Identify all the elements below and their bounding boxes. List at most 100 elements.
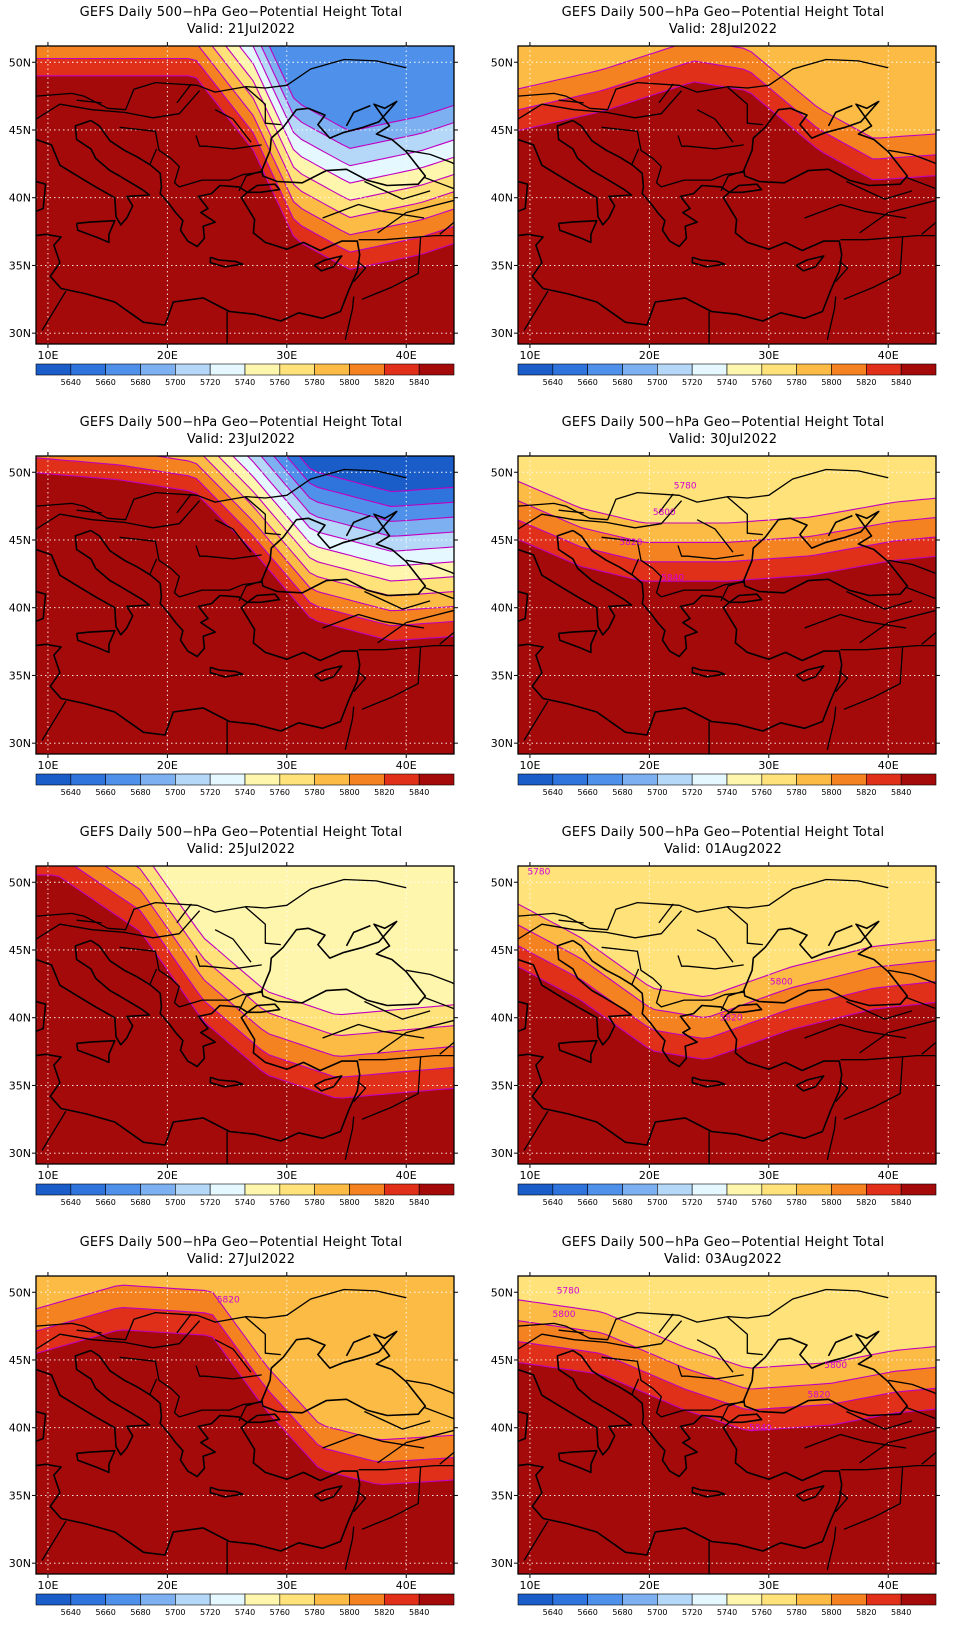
map-frame bbox=[517, 1275, 937, 1575]
lat-tick-label: 40N bbox=[491, 602, 513, 615]
panel-title: GEFS Daily 500−hPa Geo−Potential Height … bbox=[482, 414, 964, 448]
colorbar-label: 5660 bbox=[95, 1608, 115, 1617]
contour-line-5840 bbox=[518, 965, 936, 1060]
colorbar-swatch bbox=[900, 773, 937, 786]
map-frame bbox=[35, 45, 455, 345]
panel-title-text: GEFS Daily 500−hPa Geo−Potential Height … bbox=[561, 415, 885, 430]
colorbar-swatch bbox=[209, 773, 246, 786]
colorbar-swatch bbox=[796, 773, 832, 786]
country-borders bbox=[36, 468, 454, 754]
lat-tick-label: 50N bbox=[491, 466, 513, 479]
country-borders bbox=[36, 58, 454, 344]
lat-tick-label: 50N bbox=[9, 56, 31, 69]
colorbar-label: 5640 bbox=[61, 788, 81, 797]
colorbar-label: 5680 bbox=[612, 378, 632, 387]
panel-valid-date: Valid: 28Jul2022 bbox=[668, 22, 778, 37]
height-band-5640 bbox=[299, 456, 454, 492]
colorbar-label: 5680 bbox=[612, 788, 632, 797]
coastlines bbox=[518, 510, 909, 736]
colorbar-swatch bbox=[175, 363, 211, 376]
colorbar-swatch bbox=[691, 1593, 728, 1606]
panel-title: GEFS Daily 500−hPa Geo−Potential Height … bbox=[0, 414, 482, 448]
colorbar-swatch bbox=[622, 1183, 658, 1196]
lat-tick-label: 50N bbox=[9, 466, 31, 479]
map-svg: 5780 5800 5820 5840 10E 20E 30E 40E 50N 45N 40N 35N… bbox=[491, 452, 940, 797]
lon-tick-label: 20E bbox=[157, 349, 178, 362]
colorbar-label: 5820 bbox=[374, 1608, 394, 1617]
colorbar-swatch bbox=[657, 773, 693, 786]
contour-line-5720 bbox=[246, 456, 454, 552]
lat-tick-label: 40N bbox=[491, 1422, 513, 1435]
colorbar-label: 5820 bbox=[856, 1608, 876, 1617]
lon-tick-label: 40E bbox=[878, 349, 899, 362]
map-panel: 10E 20E 30E 40E 50N 45N 40N 35N 30N 5640 5660 5680 5… bbox=[482, 0, 964, 410]
colorbar-swatch bbox=[35, 1183, 72, 1196]
colorbar-swatch bbox=[35, 1593, 72, 1606]
colorbar-swatch bbox=[209, 1593, 246, 1606]
panel-valid-date: Valid: 27Jul2022 bbox=[186, 1252, 296, 1267]
colorbar-label: 5660 bbox=[577, 1198, 597, 1207]
colorbar-swatch bbox=[622, 1593, 658, 1606]
lat-tick-label: 35N bbox=[9, 1079, 31, 1092]
colorbar-label: 5740 bbox=[235, 1198, 255, 1207]
colorbar-label: 5640 bbox=[543, 1608, 563, 1617]
lat-tick-label: 30N bbox=[9, 1557, 31, 1570]
panel-valid-date: Valid: 25Jul2022 bbox=[186, 842, 296, 857]
lat-tick-label: 30N bbox=[491, 327, 513, 340]
contour-line-5760 bbox=[152, 866, 454, 1016]
colorbar-swatch bbox=[314, 773, 350, 786]
colorbar-swatch bbox=[314, 1593, 350, 1606]
colorbar-label: 5700 bbox=[647, 1608, 667, 1617]
colorbar-swatch bbox=[552, 363, 588, 376]
colorbar-swatch bbox=[726, 1183, 763, 1196]
colorbar-label: 5820 bbox=[856, 378, 876, 387]
colorbar: 5640 5660 5680 5700 5720 5740 5760 5780 5800 5820… bbox=[517, 1593, 937, 1617]
colorbar-swatch bbox=[657, 363, 693, 376]
lat-tick-label: 50N bbox=[9, 876, 31, 889]
colorbar-swatch bbox=[314, 363, 350, 376]
contour-line-5840 bbox=[36, 472, 454, 642]
colorbar-swatch bbox=[349, 1183, 385, 1196]
colorbar: 5640 5660 5680 5700 5720 5740 5760 5780 5800 5820… bbox=[35, 1593, 455, 1617]
country-borders bbox=[518, 1288, 936, 1574]
colorbar-label: 5640 bbox=[61, 1608, 81, 1617]
colorbar-swatch bbox=[35, 773, 72, 786]
colorbar-swatch bbox=[418, 773, 455, 786]
colorbar-label: 5840 bbox=[891, 1198, 911, 1207]
colorbar-swatch bbox=[418, 1593, 455, 1606]
lat-tick-label: 35N bbox=[491, 669, 513, 682]
colorbar-swatch bbox=[831, 773, 867, 786]
colorbar-label: 5780 bbox=[304, 1608, 324, 1617]
panel-valid-date: Valid: 23Jul2022 bbox=[186, 432, 296, 447]
panel-title: GEFS Daily 500−hPa Geo−Potential Height … bbox=[482, 4, 964, 38]
colorbar-swatch bbox=[517, 1593, 554, 1606]
colorbar-label: 5760 bbox=[752, 1608, 772, 1617]
colorbar-swatch bbox=[587, 773, 623, 786]
map-panel: 5820 10E 20E 30E 40E 50N 45N 40N 35N 30N 5640 5660 5… bbox=[0, 1230, 482, 1640]
colorbar-swatch bbox=[796, 363, 832, 376]
contour-line-5820 bbox=[518, 945, 936, 1039]
lat-tick-label: 35N bbox=[9, 1489, 31, 1502]
contour-label: 5840 bbox=[749, 1423, 772, 1433]
colorbar-swatch bbox=[314, 1183, 350, 1196]
colorbar-label: 5780 bbox=[786, 1198, 806, 1207]
colorbar-label: 5840 bbox=[409, 1198, 429, 1207]
colorbar-label: 5840 bbox=[409, 378, 429, 387]
panel-valid-date: Valid: 21Jul2022 bbox=[186, 22, 296, 37]
contour-line-5820 bbox=[73, 866, 454, 1078]
colorbar-label: 5780 bbox=[304, 788, 324, 797]
colorbar-swatch bbox=[105, 773, 141, 786]
colorbar-label: 5700 bbox=[647, 788, 667, 797]
colorbar-label: 5680 bbox=[130, 1198, 150, 1207]
colorbar-swatch bbox=[796, 1593, 832, 1606]
colorbar-label: 5680 bbox=[130, 1608, 150, 1617]
coastlines bbox=[36, 1330, 427, 1556]
colorbar-swatch bbox=[418, 363, 455, 376]
colorbar-swatch bbox=[105, 363, 141, 376]
colorbar-swatch bbox=[105, 1593, 141, 1606]
panel-title-text: GEFS Daily 500−hPa Geo−Potential Height … bbox=[79, 825, 403, 840]
map-frame bbox=[517, 865, 937, 1165]
lat-tick-label: 45N bbox=[491, 124, 513, 137]
map-panel: 5780 5800 5800 5820 5840 10E 20E 30E 40E 50N 45N 40… bbox=[482, 1230, 964, 1640]
